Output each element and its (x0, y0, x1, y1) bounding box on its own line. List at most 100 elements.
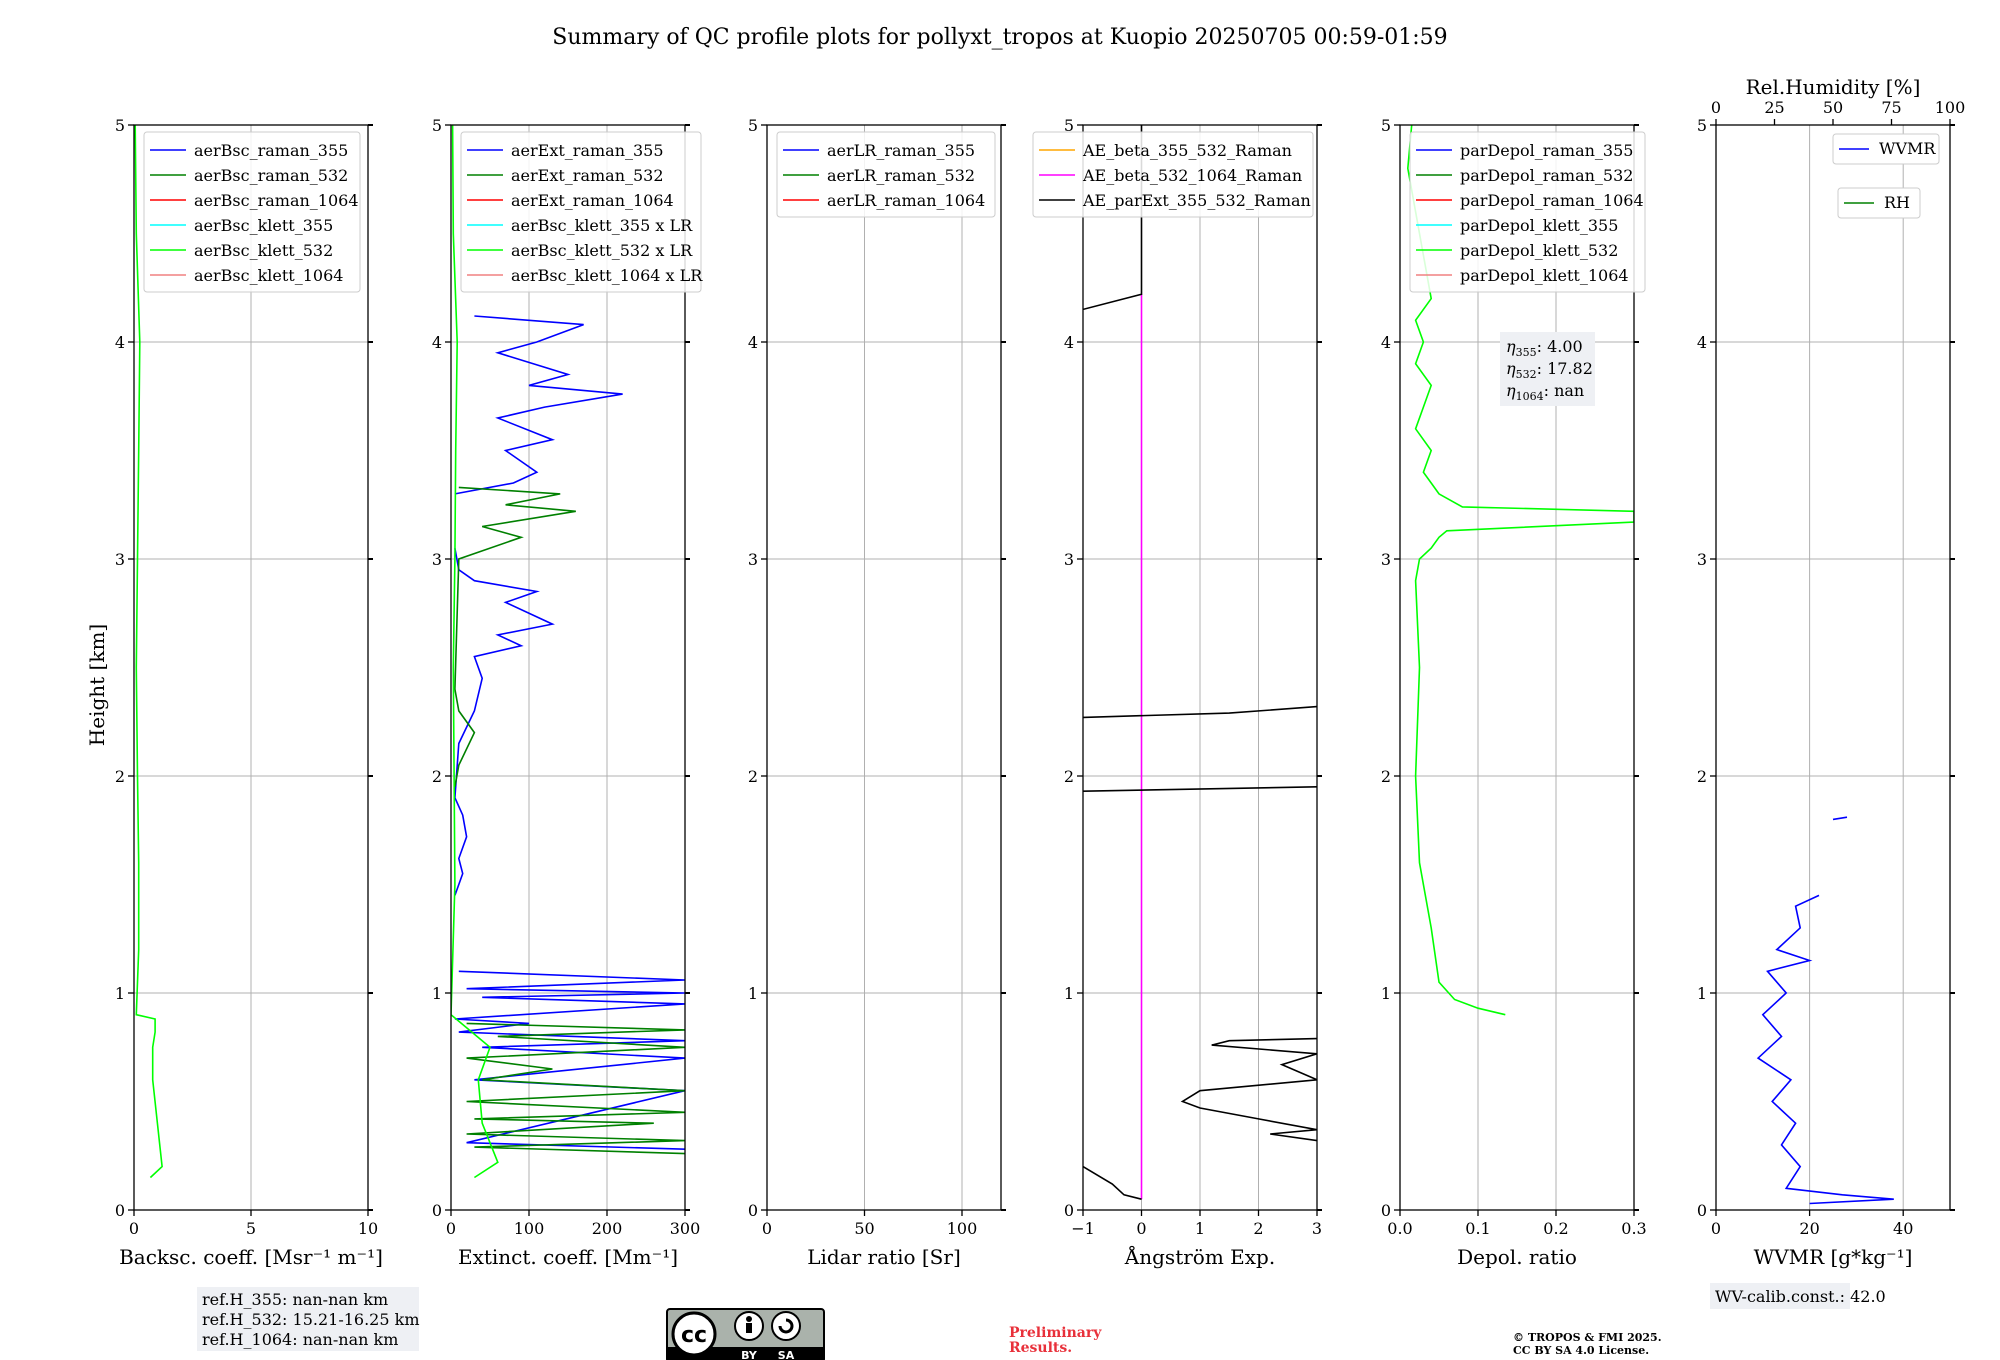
x-tick-label: 100 (947, 1219, 978, 1238)
x-tick-label: 50 (854, 1219, 874, 1238)
legend-label: aerBsc_raman_1064 (194, 191, 359, 210)
panel-ext: 0 1 2 3 4 5 0 100 200 300 Extinct. coeff. [Mm⁻¹] ae… (432, 116, 703, 1269)
y-tick-label: 2 (432, 767, 442, 786)
series-line-aerBsc_klett_532 (134, 125, 163, 1179)
y-tick-label: 4 (1381, 333, 1391, 352)
y-tick-label: 0 (115, 1201, 125, 1220)
y-tick-label: 5 (748, 116, 758, 135)
x-tick-label: 0 (129, 1219, 139, 1238)
y-tick-label: 1 (432, 984, 442, 1003)
wv-calib-text: WV-calib.const.: 42.0 (1715, 1287, 1886, 1306)
cc-by-label: BY (741, 1349, 758, 1360)
legend-label: parDepol_klett_1064 (1460, 266, 1629, 285)
panel-bsc: 0 1 2 3 4 5 0 5 10 Backsc. coeff. [Msr⁻¹ m⁻¹] aerB… (115, 116, 383, 1269)
y-tick-label: 3 (1381, 550, 1391, 569)
x-tick-label: 10 (358, 1219, 378, 1238)
legend-label: aerBsc_klett_1064 (194, 266, 343, 285)
y-tick-label: 3 (115, 550, 125, 569)
x-tick-label: 0 (1136, 1219, 1146, 1238)
legend-label: aerExt_raman_355 (511, 141, 664, 160)
y-tick-label: 5 (1381, 116, 1391, 135)
ref-h-355: ref.H_355: nan-nan km (202, 1290, 388, 1309)
x-tick-label: 1 (1195, 1219, 1205, 1238)
legend-RH: RH (1837, 187, 1921, 219)
legend-box (460, 131, 702, 293)
y-tick-label: 0 (1381, 1201, 1391, 1220)
top-x-tick-label: 25 (1764, 98, 1784, 117)
legend-depol: parDepol_raman_355 parDepol_raman_532 parD… (1409, 131, 1646, 293)
series-line-aerExt_raman_532 (466, 1022, 685, 1155)
x-tick-label: 200 (592, 1219, 623, 1238)
x-tick-label: −1 (1071, 1219, 1095, 1238)
series-line-aerExt_raman_355 (454, 315, 623, 495)
y-tick-label: 5 (115, 116, 125, 135)
top-x-tick-label: 100 (1935, 98, 1966, 117)
x-tick-label: 0.2 (1543, 1219, 1568, 1238)
y-tick-label: 0 (432, 1201, 442, 1220)
legend-bsc: aerBsc_raman_355 aerBsc_raman_532 aerBsc_r… (143, 131, 361, 293)
axes-frame (1715, 124, 1951, 1211)
y-tick-label: 3 (432, 550, 442, 569)
legend-label: aerBsc_klett_355 (194, 216, 333, 235)
legend-label: parDepol_raman_355 (1460, 141, 1633, 160)
legend-label: aerExt_raman_532 (511, 166, 664, 185)
legend-label: aerBsc_raman_355 (194, 141, 348, 160)
legend-box (1837, 187, 1921, 219)
x-tick-label: 0 (762, 1219, 772, 1238)
legend-label: aerBsc_klett_355 x LR (511, 216, 693, 235)
y-tick-label: 0 (1064, 1201, 1074, 1220)
legend-label: aerBsc_raman_532 (194, 166, 348, 185)
x-axis-label: Extinct. coeff. [Mm⁻¹] (458, 1245, 678, 1269)
y-tick-label: 2 (748, 767, 758, 786)
series-line-WVMR (1832, 816, 1848, 821)
preliminary-text-2: Results. (1009, 1340, 1072, 1356)
eta-1064: η1064: nan (1506, 381, 1584, 403)
x-axis-label: Ångström Exp. (1124, 1244, 1275, 1269)
legend-label: AE_parExt_355_532_Raman (1082, 191, 1311, 210)
legend-label: aerLR_raman_355 (827, 141, 975, 160)
x-axis-label: Backsc. coeff. [Msr⁻¹ m⁻¹] (119, 1245, 383, 1269)
series-group (1406, 125, 1634, 1016)
x-tick-label: 0.1 (1465, 1219, 1490, 1238)
y-tick-label: 5 (1064, 116, 1074, 135)
y-tick-label: 4 (115, 333, 125, 352)
x-tick-label: 5 (246, 1219, 256, 1238)
y-tick-label: 4 (1697, 333, 1707, 352)
legend-label: AE_beta_532_1064_Raman (1082, 166, 1302, 185)
axes-frame (450, 124, 686, 1211)
ref-h-532: ref.H_532: 15.21-16.25 km (202, 1310, 420, 1329)
series-group (451, 125, 685, 1179)
series-line-WVMR (1756, 894, 1894, 1205)
y-tick-label: 3 (1697, 550, 1707, 569)
legend-WVMR: WVMR (1832, 133, 1940, 165)
y-axis-label: Height [km] (85, 624, 109, 746)
x-tick-label: 0 (1711, 1219, 1721, 1238)
x-tick-label: 0.3 (1621, 1219, 1646, 1238)
axes-frame (766, 124, 1002, 1211)
y-tick-label: 1 (748, 984, 758, 1003)
series-line-aerBsc_klett_532 x LR (451, 125, 499, 1179)
cc-license-logo: cc BY SA (666, 1308, 825, 1360)
legend-ext: aerExt_raman_355 aerExt_raman_532 aerExt_r… (460, 131, 703, 293)
copyright-line-2: CC BY SA 4.0 License. (1513, 1344, 1649, 1357)
y-tick-label: 4 (1064, 333, 1074, 352)
top-axis-label: Rel.Humidity [%] (1746, 75, 1921, 99)
y-tick-label: 2 (1064, 767, 1074, 786)
preliminary-text-1: Preliminary (1009, 1325, 1102, 1341)
svg-text:cc: cc (681, 1323, 707, 1348)
figure-title: Summary of QC profile plots for pollyxt_… (552, 25, 1447, 50)
eta-532: η532: 17.82 (1506, 359, 1593, 381)
y-tick-label: 2 (1381, 767, 1391, 786)
series-line-AE_parExt_355_532_Raman (1083, 705, 1317, 719)
legend-box (1032, 131, 1314, 218)
legend-label: aerBsc_klett_1064 x LR (511, 266, 703, 285)
x-axis-label: Lidar ratio [Sr] (807, 1245, 961, 1269)
series-group (1756, 816, 1894, 1205)
y-tick-label: 5 (432, 116, 442, 135)
x-axis-label: Depol. ratio (1457, 1245, 1577, 1269)
legend-lr: aerLR_raman_355 aerLR_raman_532 aerLR_rama… (776, 131, 996, 218)
series-line-parDepol_klett_532 (1406, 125, 1634, 1016)
